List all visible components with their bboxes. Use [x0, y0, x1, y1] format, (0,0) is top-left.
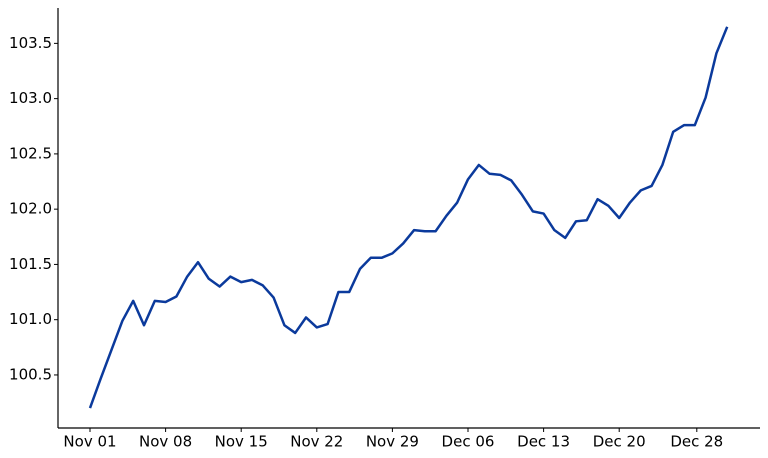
x-tick-label: Dec 20 [593, 433, 646, 451]
y-tick-label: 102.0 [9, 200, 52, 218]
x-tick-label: Nov 15 [215, 433, 268, 451]
x-tick-label: Nov 01 [63, 433, 116, 451]
y-tick-label: 101.5 [9, 255, 52, 273]
x-tick-label: Dec 28 [670, 433, 723, 451]
x-tick-label: Nov 22 [290, 433, 343, 451]
y-tick-label: 102.5 [9, 144, 52, 162]
y-tick-label: 101.0 [9, 310, 52, 328]
x-tick-label: Nov 29 [366, 433, 419, 451]
x-tick-label: Nov 08 [139, 433, 192, 451]
y-tick-label: 100.5 [9, 365, 52, 383]
line [88, 26, 729, 409]
y-tick-label: 103.0 [9, 89, 52, 107]
x-tick-label: Dec 13 [517, 433, 570, 451]
x-tick-label: Dec 06 [442, 433, 495, 451]
y-tick-label: 103.5 [9, 34, 52, 52]
